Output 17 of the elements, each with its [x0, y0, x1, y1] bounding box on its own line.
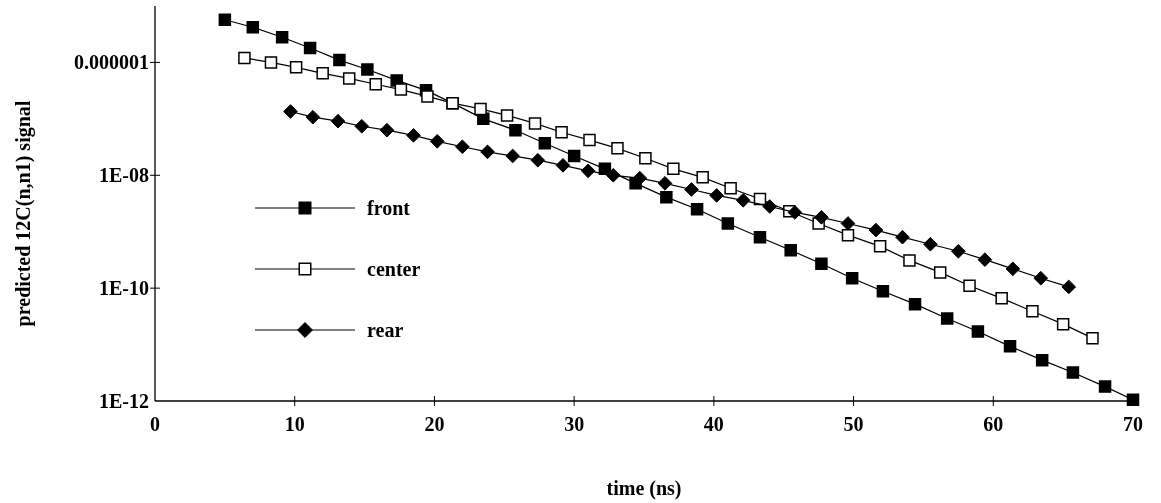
y-tick-label: 1E-08 — [99, 164, 149, 187]
x-tick-label: 0 — [150, 413, 160, 435]
y-axis-title: predicted 12C(n,n1) signal — [12, 100, 35, 327]
x-tick-label: 50 — [843, 413, 864, 435]
legend-label: front — [367, 197, 411, 219]
legend-label: rear — [367, 319, 404, 341]
x-tick-label: 70 — [1123, 413, 1143, 435]
x-tick-label: 30 — [564, 413, 585, 435]
legend-label: center — [367, 258, 421, 280]
x-tick-label: 10 — [284, 413, 305, 435]
x-tick-label: 60 — [983, 413, 1004, 435]
y-tick-label: 1E-12 — [99, 390, 149, 412]
y-tick-label: 0.000001 — [74, 51, 149, 74]
x-tick-label: 20 — [424, 413, 445, 435]
x-axis-title: time (ns) — [606, 477, 682, 500]
y-tick-label: 1E-10 — [99, 277, 149, 300]
x-tick-label: 40 — [703, 413, 724, 435]
